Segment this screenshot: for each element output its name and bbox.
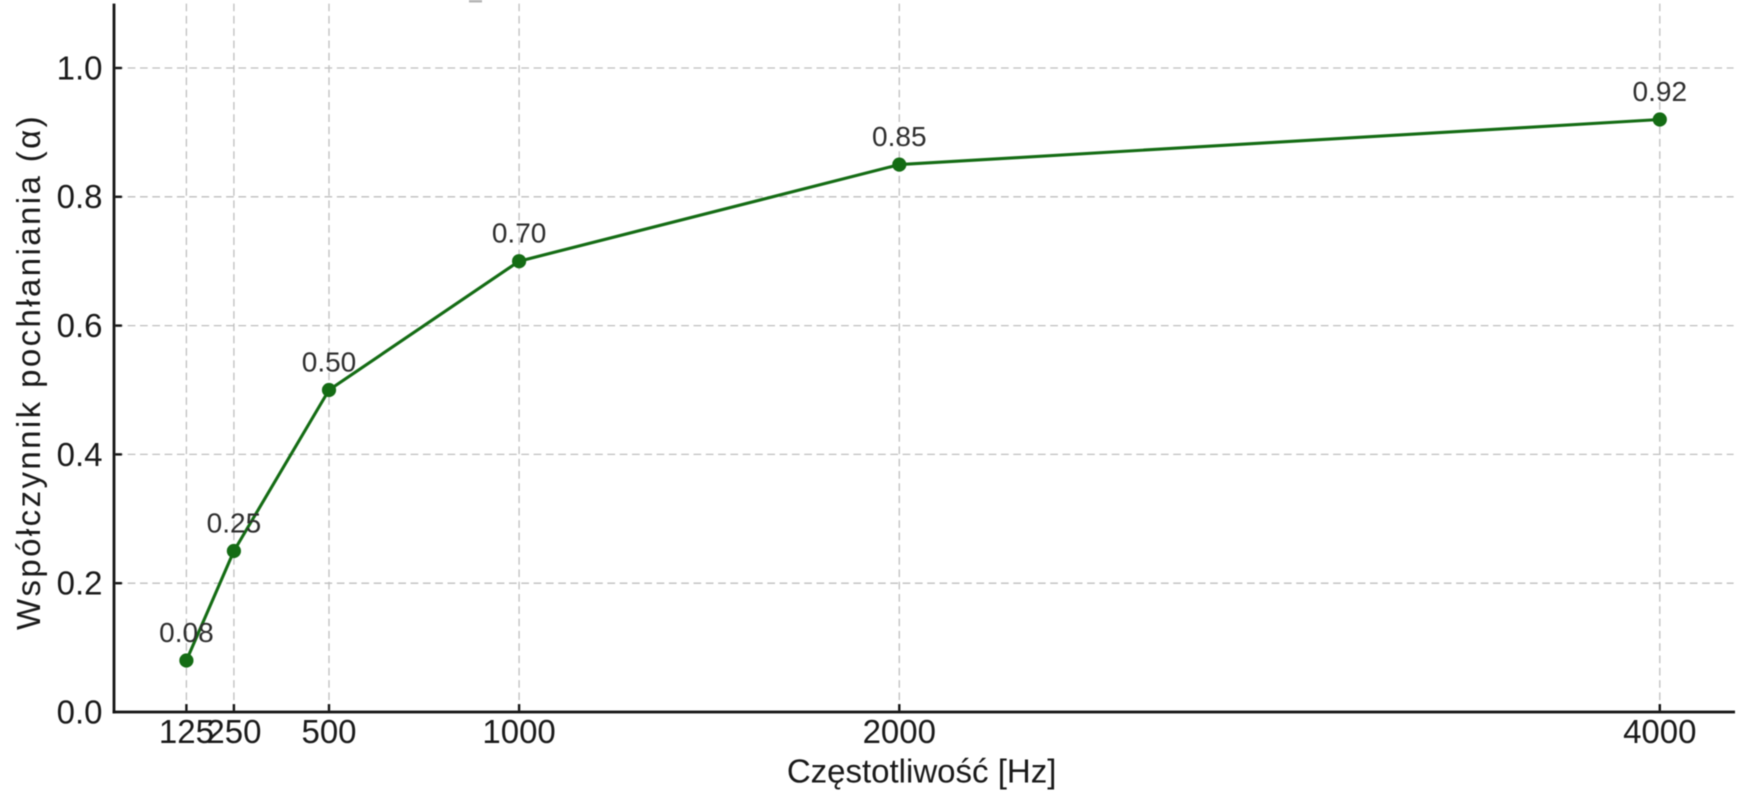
svg-text:0.85: 0.85 (872, 121, 927, 152)
svg-text:0.08: 0.08 (159, 617, 214, 648)
svg-text:500: 500 (301, 713, 356, 750)
svg-text:Współczynnik pochłaniania (α): Współczynnik pochłaniania (α) (10, 114, 47, 630)
svg-text:0.70: 0.70 (492, 218, 547, 249)
svg-text:0.8: 0.8 (57, 178, 103, 215)
svg-text:0.25: 0.25 (207, 507, 262, 538)
svg-text:Częstotliwość [Hz]: Częstotliwość [Hz] (787, 753, 1057, 790)
svg-text:2000: 2000 (863, 713, 936, 750)
svg-text:250: 250 (206, 713, 261, 750)
svg-text:0.50: 0.50 (302, 346, 357, 377)
svg-text:1000: 1000 (482, 713, 555, 750)
svg-text:0.6: 0.6 (57, 307, 103, 344)
svg-text:1.0: 1.0 (57, 49, 103, 86)
svg-text:0.0: 0.0 (57, 693, 103, 730)
svg-text:0.4: 0.4 (57, 436, 103, 473)
svg-text:0.2: 0.2 (57, 565, 103, 602)
svg-text:0.92: 0.92 (1633, 76, 1688, 107)
svg-text:125: 125 (159, 713, 214, 750)
svg-text:4000: 4000 (1623, 713, 1696, 750)
